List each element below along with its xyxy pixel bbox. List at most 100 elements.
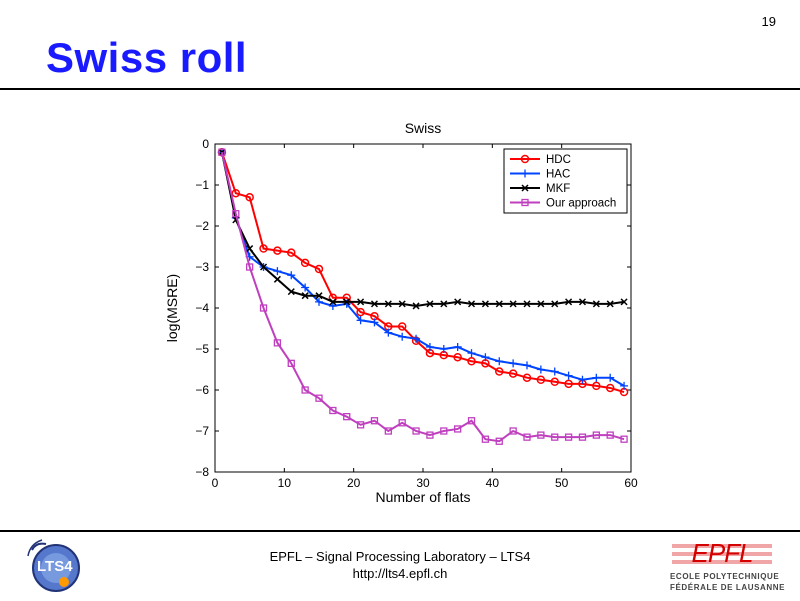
data-point-hdc-shape <box>231 188 241 198</box>
data-point-hac-shape <box>564 371 573 380</box>
data-point-our-approach <box>592 431 600 439</box>
data-point-hac-shape <box>481 353 490 362</box>
data-point-mkf-shape <box>301 292 309 300</box>
legend-marker-hdc <box>520 154 530 164</box>
data-point-our-approach <box>551 433 559 441</box>
data-point-mkf <box>329 298 337 306</box>
data-point-hac <box>453 342 462 351</box>
data-point-our-approach <box>620 435 628 443</box>
x-tick-label: 20 <box>347 476 361 490</box>
data-point-hdc <box>287 248 296 257</box>
data-point-hac <box>439 345 448 353</box>
data-point-mkf <box>454 298 462 306</box>
data-point-hac <box>550 367 559 376</box>
data-point-our-approach <box>287 359 295 368</box>
data-point-hac-shape <box>384 328 393 337</box>
data-point-hac-shape <box>467 349 476 358</box>
data-point-our-approach <box>606 431 614 439</box>
data-point-our-approach <box>370 417 379 425</box>
series-line-hac <box>220 151 625 387</box>
data-point-our-approach-shape <box>412 427 420 435</box>
data-point-hdc-shape <box>453 352 462 362</box>
data-point-hac-shape <box>273 267 282 276</box>
epfl-logo-subtitle-1: ECOLE POLYTECHNIQUE <box>670 572 780 581</box>
data-point-hac <box>481 353 490 362</box>
data-point-hac-shape <box>523 361 531 370</box>
data-point-our-approach-shape <box>495 437 503 445</box>
data-point-hac <box>398 332 407 341</box>
data-point-mkf-shape <box>440 300 448 308</box>
data-point-hac-shape <box>536 365 545 374</box>
data-point-mkf <box>495 300 503 308</box>
data-point-hac <box>384 328 393 337</box>
data-point-mkf-shape <box>454 298 462 306</box>
x-tick-label: 30 <box>416 476 430 490</box>
data-point-mkf-shape <box>495 300 503 308</box>
y-tick-label: −2 <box>195 219 209 233</box>
data-point-hac-shape <box>412 334 421 343</box>
data-point-mkf <box>384 300 392 308</box>
data-point-our-approach-shape <box>592 431 600 439</box>
data-point-hdc-shape <box>592 381 601 391</box>
epfl-logo-subtitle-2: FÉDÉRALE DE LAUSANNE <box>670 583 786 592</box>
data-point-mkf <box>537 300 545 308</box>
data-point-our-approach <box>329 406 337 415</box>
data-point-mkf <box>260 263 268 271</box>
data-point-our-approach <box>246 263 254 271</box>
legend-marker-hdc-shape <box>520 154 530 164</box>
data-point-mkf-shape <box>329 298 337 306</box>
data-point-mkf <box>357 298 365 306</box>
data-point-hac-shape <box>578 375 587 384</box>
y-tick-label: −5 <box>195 342 209 356</box>
data-point-mkf <box>481 300 489 308</box>
footer-lab-name: EPFL – Signal Processing Laboratory – LT… <box>269 549 531 564</box>
data-point-hdc-shape <box>467 357 476 366</box>
data-point-our-approach <box>232 210 240 218</box>
data-point-mkf <box>509 300 517 308</box>
data-point-hac <box>301 283 310 292</box>
data-point-hac <box>606 373 615 382</box>
data-point-mkf <box>565 298 573 306</box>
data-point-our-approach-shape <box>329 406 337 415</box>
data-point-our-approach <box>301 386 309 394</box>
data-point-hac-shape <box>592 373 601 382</box>
y-tick-label: −4 <box>195 301 209 315</box>
data-point-hdc-shape <box>536 375 546 384</box>
data-point-our-approach <box>578 433 587 441</box>
data-point-mkf-shape <box>426 300 434 308</box>
data-point-mkf-shape <box>384 300 392 308</box>
data-point-mkf-shape <box>273 275 281 283</box>
data-point-mkf-shape <box>523 300 531 308</box>
legend-marker-hac-shape <box>521 169 529 178</box>
data-point-mkf <box>468 300 476 308</box>
data-point-mkf-shape <box>218 148 226 156</box>
slide-title: Swiss roll <box>46 34 248 81</box>
y-tick-label: 0 <box>202 137 209 151</box>
data-point-hac-shape <box>370 318 379 327</box>
data-point-our-approach-shape <box>232 210 240 218</box>
y-tick-label: −7 <box>195 424 209 438</box>
data-point-hac-shape <box>398 332 407 341</box>
data-point-hac <box>495 357 504 366</box>
data-point-our-approach <box>343 412 351 421</box>
data-point-mkf-shape <box>398 300 406 308</box>
data-point-hdc-shape <box>522 373 532 382</box>
data-point-hdc <box>522 373 532 382</box>
data-point-hac <box>578 375 587 384</box>
data-point-our-approach-shape <box>551 433 559 441</box>
data-point-hdc <box>495 367 504 376</box>
data-point-our-approach-shape <box>273 339 282 347</box>
data-point-hdc-shape <box>273 246 282 255</box>
data-point-our-approach-shape <box>315 394 323 402</box>
footer: EPFL – Signal Processing Laboratory – LT… <box>0 548 800 582</box>
legend-label-hdc: HDC <box>546 154 571 166</box>
data-point-hdc <box>314 264 324 274</box>
data-point-hdc-shape <box>508 369 518 378</box>
series-line-hdc <box>220 151 625 394</box>
data-point-our-approach-shape <box>537 431 545 439</box>
data-point-our-approach <box>218 148 226 156</box>
data-point-mkf-shape <box>606 300 614 308</box>
data-point-our-approach-shape <box>523 433 531 441</box>
data-point-our-approach <box>315 394 323 402</box>
data-point-mkf-shape <box>509 300 517 308</box>
